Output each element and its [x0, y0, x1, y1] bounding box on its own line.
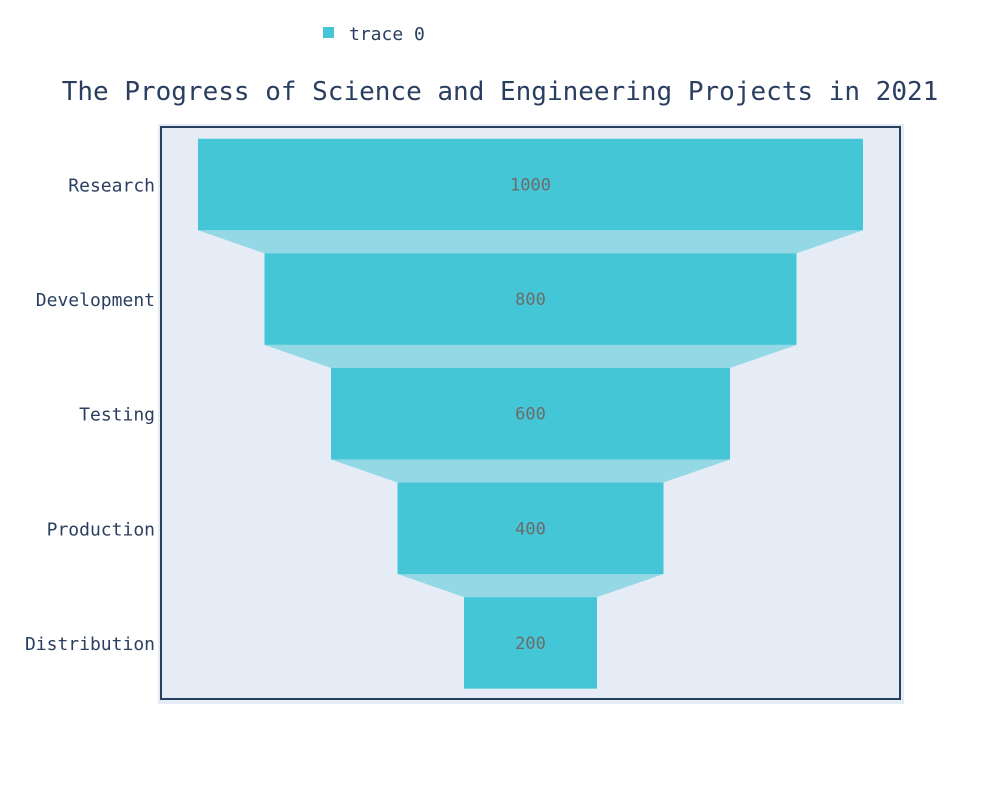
funnel-bars — [198, 138, 863, 689]
funnel-bar-research[interactable] — [198, 138, 863, 231]
bar-value-label: 400 — [515, 519, 546, 539]
legend-label: trace 0 — [349, 24, 425, 45]
funnel-connector — [198, 230, 863, 254]
funnel-bar-testing[interactable] — [331, 367, 730, 460]
bar-value-label: 600 — [515, 405, 546, 425]
funnel-bar-development[interactable] — [264, 253, 797, 345]
plot-frame — [160, 126, 901, 700]
funnel-connectors — [198, 230, 863, 598]
y-tick-label: Development — [36, 290, 155, 311]
funnel-bar-distribution[interactable] — [464, 597, 597, 689]
y-axis-tick-labels: Research Development Testing Production Dist… — [25, 176, 155, 655]
y-tick-label: Testing — [79, 405, 155, 426]
y-tick-label: Research — [68, 176, 155, 197]
funnel-bar-production[interactable] — [397, 482, 664, 575]
legend[interactable]: trace 0 — [323, 24, 425, 45]
funnel-connector — [331, 459, 730, 483]
legend-swatch — [323, 27, 334, 38]
bar-value-labels: 1000 800 600 400 200 — [510, 176, 551, 654]
bar-value-label: 200 — [515, 634, 546, 654]
chart-title: The Progress of Science and Engineering … — [62, 77, 939, 107]
bar-value-label: 800 — [515, 290, 546, 310]
y-tick-label: Distribution — [25, 634, 155, 655]
y-tick-label: Production — [47, 519, 155, 540]
bar-value-label: 1000 — [510, 176, 551, 196]
funnel-connector — [264, 344, 797, 368]
funnel-connector — [397, 574, 664, 598]
